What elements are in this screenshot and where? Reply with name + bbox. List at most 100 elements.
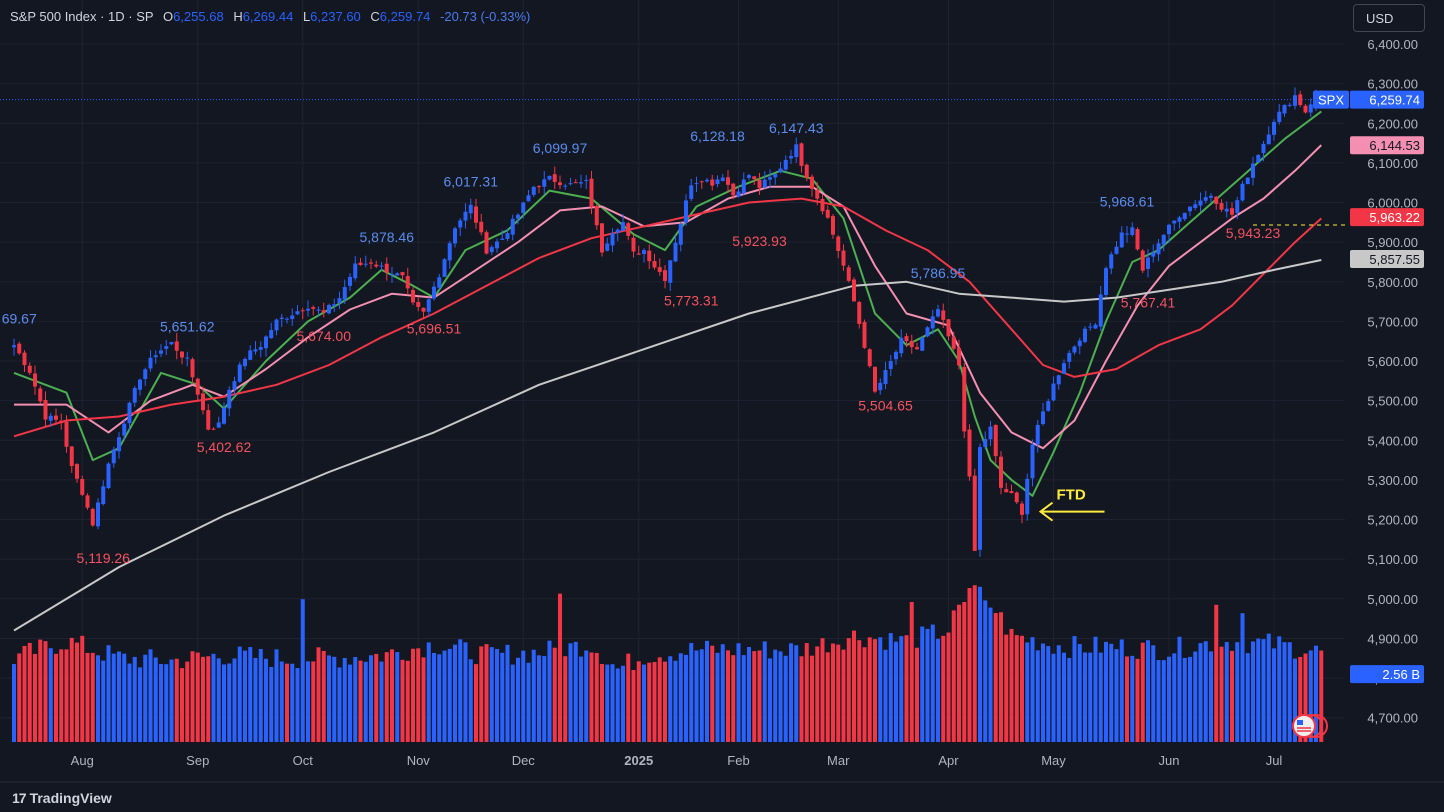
volume-bar bbox=[810, 655, 814, 742]
volume-bar bbox=[920, 626, 925, 742]
volume-bar bbox=[978, 586, 982, 742]
tradingview-branding[interactable]: 17 TradingView bbox=[12, 790, 112, 806]
candle-body bbox=[1140, 250, 1145, 271]
price-axis[interactable]: 6,400.00 6,300.00 6,200.00 6,100.00 6,000.00… bbox=[1348, 0, 1444, 742]
candle-body bbox=[306, 308, 310, 311]
symbol-name[interactable]: S&P 500 Index · 1D · SP bbox=[10, 9, 154, 24]
candle-body bbox=[1025, 478, 1030, 515]
volume-bar bbox=[127, 663, 132, 742]
volume-bar bbox=[290, 663, 295, 742]
volume-bar bbox=[332, 656, 337, 742]
high-value: 6,269.44 bbox=[242, 9, 294, 24]
volume-bar bbox=[264, 658, 268, 742]
volume-bar bbox=[773, 649, 778, 742]
volume-bar bbox=[211, 653, 216, 742]
candle-body bbox=[621, 222, 625, 231]
candle-body bbox=[411, 289, 415, 303]
volume-bar bbox=[59, 649, 64, 742]
tradingview-logo-icon: 17 bbox=[12, 790, 27, 806]
volume-bar bbox=[531, 649, 536, 742]
price-badge bbox=[1350, 249, 1424, 268]
volume-bar bbox=[1235, 642, 1240, 742]
volume-bar bbox=[1167, 656, 1171, 742]
volume-bar bbox=[363, 661, 368, 742]
candle-body bbox=[605, 243, 610, 251]
volume-bar bbox=[983, 600, 988, 742]
volume-bar bbox=[988, 607, 993, 742]
currency-button[interactable]: USD bbox=[1353, 4, 1425, 32]
volume-bars bbox=[12, 585, 1324, 742]
candle-body bbox=[951, 336, 956, 349]
time-axis-tick: Mar bbox=[827, 753, 850, 768]
symbol-header: S&P 500 Index · 1D · SP O6,255.68 H6,269… bbox=[10, 9, 530, 24]
volume-bar bbox=[1041, 643, 1045, 742]
price-axis-tick: 6,300.00 bbox=[1367, 77, 1418, 92]
candle-body bbox=[1256, 154, 1261, 163]
volume-bar bbox=[516, 657, 520, 742]
volume-bar bbox=[232, 658, 237, 742]
volume-bar bbox=[678, 653, 683, 742]
price-label-low: 5,696.51 bbox=[407, 320, 462, 336]
candle-body bbox=[710, 179, 715, 186]
candle-body bbox=[1151, 252, 1156, 257]
price-axis-tick: 5,900.00 bbox=[1367, 235, 1418, 250]
candle-body bbox=[720, 177, 725, 182]
candle-body bbox=[500, 238, 505, 240]
candle-body bbox=[1177, 217, 1182, 222]
volume-bar bbox=[726, 650, 730, 742]
candle-body bbox=[437, 277, 442, 288]
volume-bar bbox=[274, 649, 279, 742]
price-axis-tick: 5,600.00 bbox=[1367, 354, 1418, 369]
volume-bar bbox=[101, 660, 106, 742]
volume-bar bbox=[904, 635, 909, 742]
volume-bar bbox=[1177, 636, 1182, 742]
time-axis[interactable]: Aug Sep Oct Nov Dec 2025 Feb Mar Apr May Jun Jul bbox=[0, 742, 1444, 812]
candle-body bbox=[201, 393, 205, 411]
volume-bar bbox=[148, 649, 153, 742]
candle-body bbox=[920, 337, 925, 351]
candle-body bbox=[967, 429, 972, 477]
volume-bar bbox=[138, 667, 142, 742]
candle-body bbox=[678, 223, 683, 245]
candle-body bbox=[1188, 206, 1192, 212]
candle-body bbox=[195, 378, 200, 395]
volume-bar bbox=[663, 661, 667, 742]
volume-bar bbox=[1140, 642, 1145, 742]
volume-bar bbox=[999, 612, 1003, 742]
volume-bar bbox=[993, 613, 998, 742]
candle-body bbox=[752, 176, 757, 180]
volume-bar bbox=[474, 664, 478, 742]
volume-bar bbox=[1224, 642, 1229, 742]
volume-bar bbox=[1277, 636, 1282, 742]
volume-bar bbox=[143, 654, 148, 742]
volume-bar bbox=[594, 652, 599, 742]
price-axis-tick: 5,700.00 bbox=[1367, 314, 1418, 329]
candle-body bbox=[505, 233, 510, 239]
volume-bar bbox=[300, 599, 305, 742]
candle-body bbox=[1245, 177, 1250, 185]
price-badge bbox=[1350, 208, 1424, 227]
volume-bar bbox=[159, 663, 163, 742]
volume-bar bbox=[117, 651, 121, 742]
candle-body bbox=[353, 263, 358, 279]
price-label-high: 6,099.97 bbox=[533, 140, 588, 156]
candle-body bbox=[64, 421, 69, 447]
candle-body bbox=[594, 206, 599, 226]
volume-bar bbox=[789, 643, 793, 742]
candle-body bbox=[510, 218, 515, 235]
volume-bar bbox=[710, 645, 715, 742]
time-axis-tick: Nov bbox=[407, 753, 431, 768]
volume-bar bbox=[96, 655, 100, 742]
candle-body bbox=[290, 315, 295, 320]
price-badge-label: 6,259.74 bbox=[1369, 93, 1420, 108]
candle-body bbox=[495, 241, 499, 249]
volume-bar bbox=[227, 663, 232, 742]
volume-bar bbox=[285, 663, 289, 742]
volume-bar bbox=[1119, 639, 1124, 742]
volume-bar bbox=[615, 668, 620, 742]
candle-body bbox=[778, 168, 783, 173]
price-badge-label: 5,857.55 bbox=[1369, 252, 1420, 267]
volume-bar bbox=[579, 656, 583, 742]
volume-bar bbox=[400, 659, 405, 742]
